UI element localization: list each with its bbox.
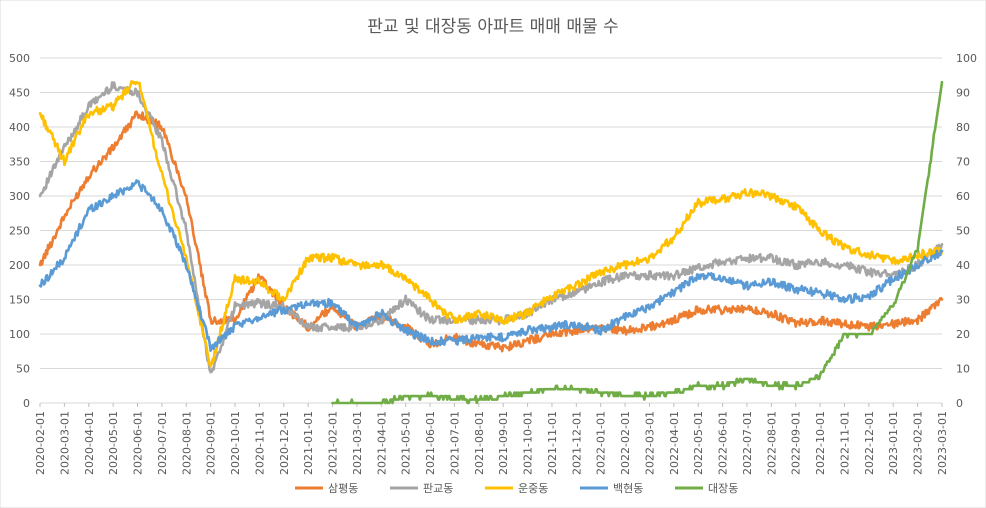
x-tick-label: 2022-05-01 (692, 411, 705, 475)
right-tick-label: 60 (956, 190, 970, 203)
x-tick-label: 2023-01-01 (887, 411, 900, 475)
left-tick-label: 300 (9, 190, 30, 203)
x-axis: 2020-02-01 2020-03-01 2020-04-01 2020-05-01… (34, 402, 949, 475)
x-tick-label: 2021-03-01 (351, 411, 364, 475)
x-tick-label: 2020-09-01 (205, 411, 218, 475)
legend-label: 대장동 (708, 482, 738, 495)
left-tick-label: 50 (16, 363, 30, 376)
x-tick-label: 2022-10-01 (814, 411, 827, 475)
x-tick-label: 2021-04-01 (375, 411, 388, 475)
x-tick-label: 2021-08-01 (473, 411, 486, 475)
left-tick-label: 100 (9, 328, 30, 341)
x-tick-label: 2020-10-01 (229, 411, 242, 475)
right-tick-label: 30 (956, 294, 970, 307)
left-tick-label: 450 (9, 87, 30, 100)
x-tick-label: 2020-12-01 (278, 411, 291, 475)
x-tick-label: 2022-11-01 (838, 411, 851, 475)
x-tick-label: 2022-12-01 (863, 411, 876, 475)
left-axis: 0 50 100 150 200 250 300 350 400 450 500 (9, 52, 30, 410)
chart-title: 판교 및 대장동 아파트 매매 매물 수 (367, 17, 618, 37)
left-tick-label: 150 (9, 294, 30, 307)
left-tick-label: 350 (9, 156, 30, 169)
legend-label: 판교동 (423, 482, 453, 495)
x-tick-label: 2021-06-01 (424, 411, 437, 475)
left-tick-label: 500 (9, 52, 30, 65)
left-tick-label: 0 (23, 397, 30, 410)
right-tick-label: 100 (956, 52, 977, 65)
x-tick-label: 2020-03-01 (58, 411, 71, 475)
right-tick-label: 20 (956, 328, 970, 341)
right-axis: 0 10 20 30 40 50 60 70 80 90 100 (956, 52, 977, 410)
x-tick-label: 2020-06-01 (132, 411, 145, 475)
x-tick-label: 2022-09-01 (790, 411, 803, 475)
right-tick-label: 80 (956, 121, 970, 134)
x-tick-label: 2023-03-01 (936, 411, 949, 475)
x-tick-label: 2022-03-01 (643, 411, 656, 475)
series-line-1 (38, 110, 944, 353)
right-tick-label: 0 (956, 397, 963, 410)
left-tick-label: 200 (9, 259, 30, 272)
legend-label: 백현동 (613, 482, 643, 495)
series-lines (38, 80, 944, 405)
x-tick-label: 2021-01-01 (302, 411, 315, 475)
x-tick-label: 2022-01-01 (595, 411, 608, 475)
left-tick-label: 250 (9, 225, 30, 238)
x-tick-label: 2022-08-01 (765, 411, 778, 475)
x-tick-label: 2020-07-01 (156, 411, 169, 475)
x-tick-label: 2021-02-01 (327, 411, 340, 475)
right-tick-label: 40 (956, 259, 970, 272)
x-tick-label: 2020-08-01 (180, 411, 193, 475)
x-tick-label: 2022-02-01 (619, 411, 632, 475)
legend: 삼평동 판교동 운중동 백현동 대장동 (295, 482, 738, 495)
x-tick-label: 2020-04-01 (83, 411, 96, 475)
x-tick-label: 2021-11-01 (546, 411, 559, 475)
x-tick-label: 2021-05-01 (400, 411, 413, 475)
left-tick-label: 400 (9, 121, 30, 134)
legend-label: 삼평동 (328, 482, 358, 495)
right-tick-label: 10 (956, 363, 970, 376)
x-tick-label: 2023-02-01 (912, 411, 925, 475)
x-tick-label: 2022-06-01 (717, 411, 730, 475)
x-tick-label: 2021-10-01 (522, 411, 535, 475)
x-tick-label: 2020-11-01 (253, 411, 266, 475)
x-tick-label: 2020-02-01 (34, 411, 47, 475)
series-line-5 (331, 80, 944, 405)
right-tick-label: 90 (956, 87, 970, 100)
x-tick-label: 2022-07-01 (741, 411, 754, 475)
series-line-2 (38, 81, 944, 374)
series-line-4 (38, 179, 944, 352)
x-tick-label: 2021-07-01 (448, 411, 461, 475)
x-tick-label: 2020-05-01 (107, 411, 120, 475)
x-tick-label: 2022-04-01 (668, 411, 681, 475)
x-tick-label: 2021-12-01 (570, 411, 583, 475)
right-tick-label: 50 (956, 225, 970, 238)
x-tick-label: 2021-09-01 (497, 411, 510, 475)
legend-label: 운중동 (518, 482, 548, 495)
right-tick-label: 70 (956, 156, 970, 169)
